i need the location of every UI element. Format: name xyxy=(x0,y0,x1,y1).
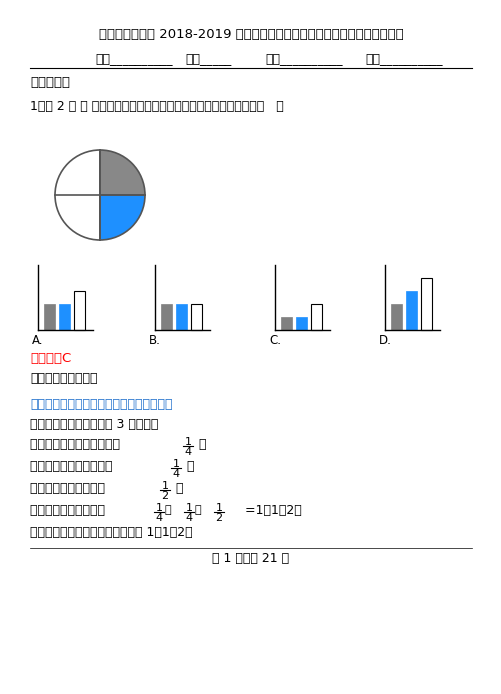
Bar xyxy=(281,317,292,330)
Text: 1: 1 xyxy=(185,503,192,513)
Text: 西簧乡实验中学 2018-2019 学年七年级下学期数学期中考试模拟试卷含解析: 西簧乡实验中学 2018-2019 学年七年级下学期数学期中考试模拟试卷含解析 xyxy=(98,28,403,41)
Text: 班级__________: 班级__________ xyxy=(95,52,172,65)
Text: 4: 4 xyxy=(185,513,192,523)
Wedge shape xyxy=(100,195,145,240)
Bar xyxy=(59,304,70,330)
Text: ，: ， xyxy=(183,460,194,473)
Text: C.: C. xyxy=(269,334,281,347)
Text: 1、（ 2 分 ） 下列条形图中的哪一个能代表扇形图所表示的数据（   ）: 1、（ 2 分 ） 下列条形图中的哪一个能代表扇形图所表示的数据（ ） xyxy=(30,100,283,113)
Text: ，: ， xyxy=(194,438,206,451)
Text: 【解析】【解答】解：从扇形图可以看出：: 【解析】【解答】解：从扇形图可以看出： xyxy=(30,398,172,411)
Text: 分数__________: 分数__________ xyxy=(364,52,441,65)
Text: 第 1 页，共 21 页: 第 1 页，共 21 页 xyxy=(212,552,289,565)
Text: 【答案】C: 【答案】C xyxy=(30,352,71,365)
Bar xyxy=(176,304,187,330)
Bar xyxy=(390,304,401,330)
Text: 在条形图中小长方形的高之比应为 1：1：2。: 在条形图中小长方形的高之比应为 1：1：2。 xyxy=(30,526,192,539)
Text: =1：1：2，: =1：1：2， xyxy=(236,504,301,517)
Text: 姓名__________: 姓名__________ xyxy=(265,52,342,65)
Text: 4: 4 xyxy=(172,469,179,479)
Text: 1: 1 xyxy=(215,503,222,513)
Bar xyxy=(296,317,307,330)
Bar xyxy=(190,304,201,330)
Text: B.: B. xyxy=(149,334,160,347)
Wedge shape xyxy=(100,150,145,195)
Text: ：: ： xyxy=(194,505,201,515)
Text: 非阴影部分占总面积的: 非阴影部分占总面积的 xyxy=(30,482,113,495)
Text: 即三部分的数据之比为: 即三部分的数据之比为 xyxy=(30,504,113,517)
Text: 1: 1 xyxy=(184,437,191,447)
Text: 座号_____: 座号_____ xyxy=(185,52,231,65)
Text: 2: 2 xyxy=(161,491,168,501)
Text: 4: 4 xyxy=(155,513,162,523)
Bar xyxy=(74,291,85,330)
Text: 1: 1 xyxy=(161,481,168,491)
Text: 1: 1 xyxy=(155,503,162,513)
Text: 【考点】条形统计图: 【考点】条形统计图 xyxy=(30,372,97,385)
Bar xyxy=(420,278,431,330)
Text: 4: 4 xyxy=(184,447,191,457)
Text: 横斜杠阴影部分占总面积的: 横斜杠阴影部分占总面积的 xyxy=(30,438,128,451)
Bar xyxy=(405,291,416,330)
Text: D.: D. xyxy=(378,334,391,347)
Text: ，: ， xyxy=(172,482,183,495)
Text: ：: ： xyxy=(164,505,171,515)
Text: 斜杠阴影部分占总面积的: 斜杠阴影部分占总面积的 xyxy=(30,460,120,473)
Text: 整个扇形的面积被分成了 3 分，其中: 整个扇形的面积被分成了 3 分，其中 xyxy=(30,418,158,431)
Text: 2: 2 xyxy=(215,513,222,523)
Text: 1: 1 xyxy=(172,459,179,469)
Bar xyxy=(161,304,172,330)
Text: 一、选择题: 一、选择题 xyxy=(30,76,70,89)
Bar xyxy=(311,304,321,330)
Bar xyxy=(44,304,55,330)
Text: A.: A. xyxy=(32,334,44,347)
Wedge shape xyxy=(55,150,100,240)
